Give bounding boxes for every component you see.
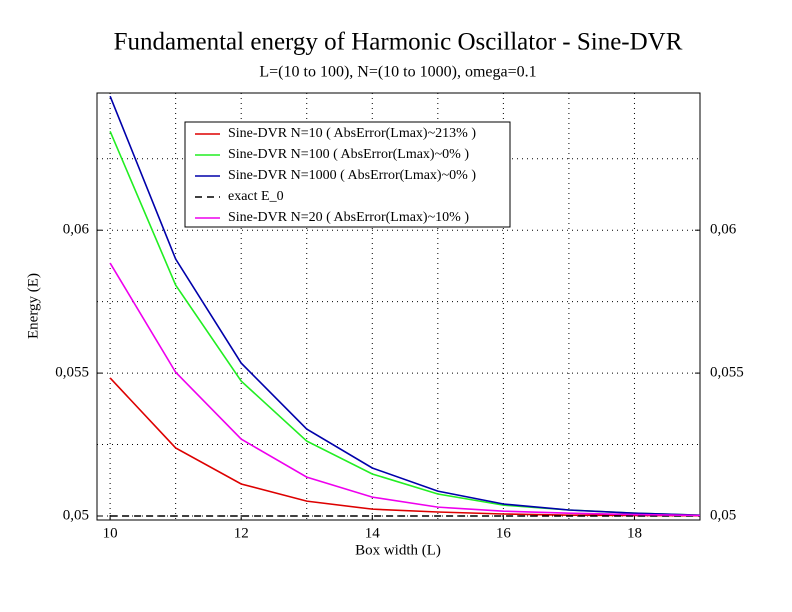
series-line <box>109 262 701 517</box>
y-tick-label: 0,05 <box>63 507 89 523</box>
legend-label: Sine-DVR N=100 ( AbsError(Lmax)~0% ) <box>228 147 469 162</box>
legend-label: Sine-DVR N=20 ( AbsError(Lmax)~10% ) <box>228 210 469 225</box>
y-tick-label: 0,06 <box>63 222 90 238</box>
x-tick-label: 12 <box>234 525 249 541</box>
y2-tick-label: 0,055 <box>710 365 744 381</box>
legend-label: Sine-DVR N=10 ( AbsError(Lmax)~213% ) <box>228 126 476 141</box>
x-tick-label: 18 <box>627 525 642 541</box>
legend-box <box>184 121 511 228</box>
y-axis-label: Energy (E) <box>25 273 41 339</box>
legend-label: exact E_0 <box>228 189 284 204</box>
x-tick-label: 10 <box>103 525 118 541</box>
y2-tick-label: 0,06 <box>710 222 737 238</box>
chart-subtitle: L=(10 to 100), N=(10 to 1000), omega=0.1 <box>259 64 536 81</box>
legend-label: Sine-DVR N=1000 ( AbsError(Lmax)~0% ) <box>228 168 476 183</box>
plot-frame <box>96 92 701 521</box>
chart-title: Fundamental energy of Harmonic Oscillato… <box>114 29 683 56</box>
x-axis-label: Box width (L) <box>355 542 441 558</box>
y2-tick-label: 0,05 <box>710 507 736 523</box>
y-tick-label: 0,055 <box>55 365 89 381</box>
x-tick-label: 16 <box>496 525 512 541</box>
series-line <box>109 377 701 517</box>
x-tick-label: 14 <box>365 525 381 541</box>
series-line <box>109 95 701 516</box>
